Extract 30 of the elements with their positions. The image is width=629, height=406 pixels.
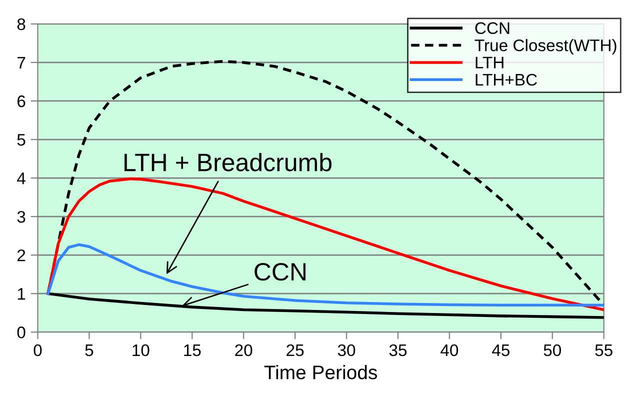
line-series: [46, 177, 604, 312]
x-tick-label: 5: [85, 344, 94, 356]
y-tick-label: 5: [17, 134, 26, 146]
x-tick-label: 10: [132, 344, 150, 356]
x-tick-label: 30: [338, 344, 356, 356]
x-tick-label: 25: [286, 344, 304, 356]
y-tick-label: 6: [18, 95, 26, 108]
y-tick-label: 1: [18, 288, 26, 300]
x-tick-label: 40: [440, 344, 458, 356]
y-tick-label: 3: [17, 210, 26, 223]
x-axis-title: Time Periods: [264, 365, 377, 380]
y-tick-label: 0: [17, 326, 26, 338]
x-tick-label: 20: [235, 344, 252, 356]
x-tick-label: 35: [389, 344, 407, 356]
x-tick-label: 50: [544, 344, 561, 356]
legend-label: LTH+BC: [476, 74, 537, 86]
x-tick-label: 45: [492, 344, 510, 356]
legend-label: CCN: [475, 22, 510, 34]
legend-label: True Closest(WTH): [474, 39, 616, 55]
x-tick-label: 15: [184, 344, 201, 356]
annotation: LTH + Breadcrumb: [124, 152, 332, 172]
annotation: CCN: [254, 262, 306, 281]
x-tick-label: 55: [595, 344, 612, 356]
line-series: [46, 243, 604, 307]
y-tick-label: 2: [18, 249, 26, 262]
x-tick-label: 0: [34, 344, 42, 356]
y-tick-label: 7: [18, 57, 26, 69]
legend-label: LTH: [476, 56, 504, 68]
y-tick-label: 4: [17, 172, 26, 184]
y-tick-label: 8: [17, 18, 26, 30]
